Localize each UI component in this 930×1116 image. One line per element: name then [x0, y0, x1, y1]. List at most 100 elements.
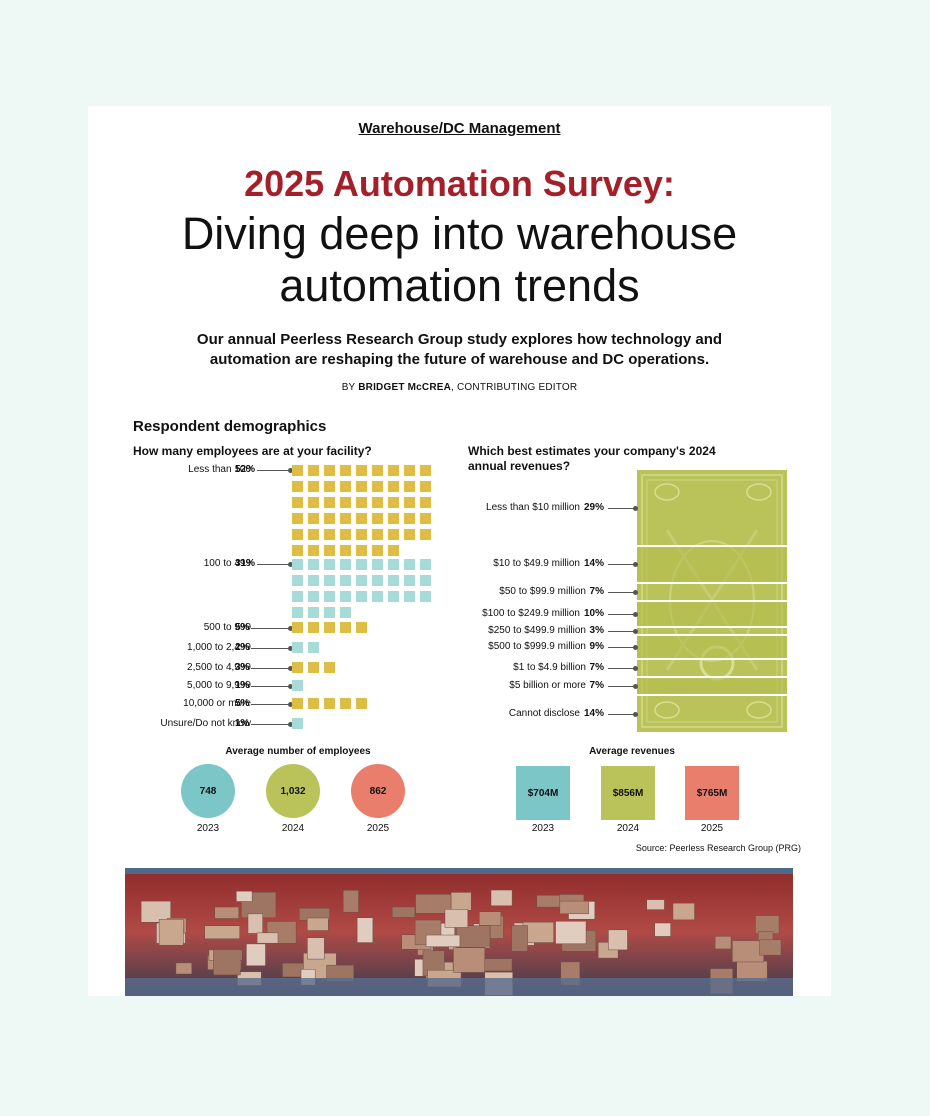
cardboard-box: [559, 900, 589, 915]
revenue-category-label: $500 to $999.9 million: [488, 640, 586, 652]
cardboard-box: [213, 949, 241, 976]
leader-line: [251, 686, 290, 687]
employee-square: [404, 529, 415, 540]
leader-line: [608, 713, 635, 715]
revenue-percent-label: 7%: [589, 680, 604, 692]
employee-square: [340, 559, 351, 570]
cardboard-box: [158, 919, 184, 946]
employee-percent-label: 5%: [235, 622, 250, 633]
revenue-band: [637, 659, 787, 677]
employee-square: [420, 559, 431, 570]
employee-square: [372, 575, 383, 586]
employee-square: [292, 545, 303, 556]
employee-square: [292, 465, 303, 476]
employee-square: [404, 513, 415, 524]
employee-square: [292, 575, 303, 586]
revenue-category-label: $5 billion or more: [509, 680, 586, 692]
employee-category-label: Unsure/Do not know: [160, 718, 251, 729]
employee-square: [356, 591, 367, 602]
employee-square: [292, 529, 303, 540]
cardboard-box: [256, 932, 279, 944]
employee-square: [340, 545, 351, 556]
employee-square: [324, 698, 335, 709]
avg-revenue-square: $856M: [601, 766, 655, 820]
byline-suffix: , CONTRIBUTING EDITOR: [451, 382, 578, 393]
cardboard-box: [672, 902, 695, 921]
byline-name: BRIDGET McCREA: [358, 382, 452, 393]
employee-square: [388, 497, 399, 508]
employee-square: [420, 591, 431, 602]
leader-line: [608, 614, 635, 616]
employee-square: [372, 481, 383, 492]
leader-dot: [633, 505, 638, 511]
employee-square: [340, 513, 351, 524]
employee-square: [340, 465, 351, 476]
cardboard-box: [654, 922, 671, 937]
employee-category-label: 1,000 to 2,499: [187, 642, 251, 653]
employee-square: [324, 481, 335, 492]
employee-square: [404, 575, 415, 586]
employee-square: [372, 559, 383, 570]
conveyor-rollers: [125, 978, 793, 996]
employee-square: [388, 513, 399, 524]
leader-dot: [633, 684, 638, 690]
leader-dot: [633, 644, 638, 650]
byline: BY BRIDGET McCREA, CONTRIBUTING EDITOR: [88, 382, 831, 393]
employee-square: [292, 497, 303, 508]
title-line-2a: Diving deep into warehouse: [181, 208, 738, 259]
employee-square: [340, 607, 351, 618]
employee-square: [356, 698, 367, 709]
employee-square: [356, 622, 367, 633]
employee-square: [372, 513, 383, 524]
employee-square: [324, 559, 335, 570]
employee-square: [308, 662, 319, 673]
cardboard-box: [391, 906, 416, 918]
employee-square: [404, 497, 415, 508]
revenue-percent-label: 9%: [589, 640, 604, 652]
cardboard-box: [425, 934, 461, 947]
cardboard-box: [246, 943, 266, 966]
employee-square: [324, 465, 335, 476]
employee-square: [356, 465, 367, 476]
avg-employees-circle: 1,032: [266, 764, 320, 818]
revenues-question: Which best estimates your company's 2024…: [468, 444, 716, 473]
revenue-divider: [637, 581, 787, 584]
employee-square: [308, 575, 319, 586]
employee-square: [308, 622, 319, 633]
leader-line: [608, 686, 635, 688]
cardboard-box: [456, 925, 491, 948]
employee-square: [372, 545, 383, 556]
employee-square: [292, 698, 303, 709]
leader-dot: [288, 684, 293, 689]
leader-line: [608, 591, 635, 593]
employee-square: [324, 545, 335, 556]
avg-employees-circle: 748: [181, 764, 235, 818]
leader-line: [251, 668, 290, 669]
leader-dot: [288, 646, 293, 651]
leader-line: [251, 724, 290, 725]
cardboard-box: [450, 892, 472, 911]
bill-corner-seal: [746, 701, 772, 719]
employee-square: [340, 622, 351, 633]
employee-square: [308, 545, 319, 556]
revenue-band: [637, 635, 787, 659]
employee-square: [356, 575, 367, 586]
cardboard-box: [453, 947, 486, 973]
revenue-band: [637, 676, 787, 696]
cardboard-box: [714, 936, 732, 950]
cardboard-box: [608, 929, 628, 951]
employee-percent-label: 3%: [235, 662, 250, 673]
employee-square: [388, 529, 399, 540]
employee-square: [292, 718, 303, 729]
year-label: 2025: [366, 823, 390, 834]
cardboard-box: [479, 911, 502, 926]
employee-percent-label: 1%: [235, 718, 250, 729]
employee-square: [308, 698, 319, 709]
employee-square: [292, 622, 303, 633]
employee-square: [340, 591, 351, 602]
employee-square: [308, 607, 319, 618]
dek-line-1: Our annual Peerless Research Group study…: [196, 331, 723, 348]
employee-square: [356, 497, 367, 508]
title-line-2b: automation trends: [279, 260, 640, 311]
cardboard-box: [536, 895, 560, 908]
